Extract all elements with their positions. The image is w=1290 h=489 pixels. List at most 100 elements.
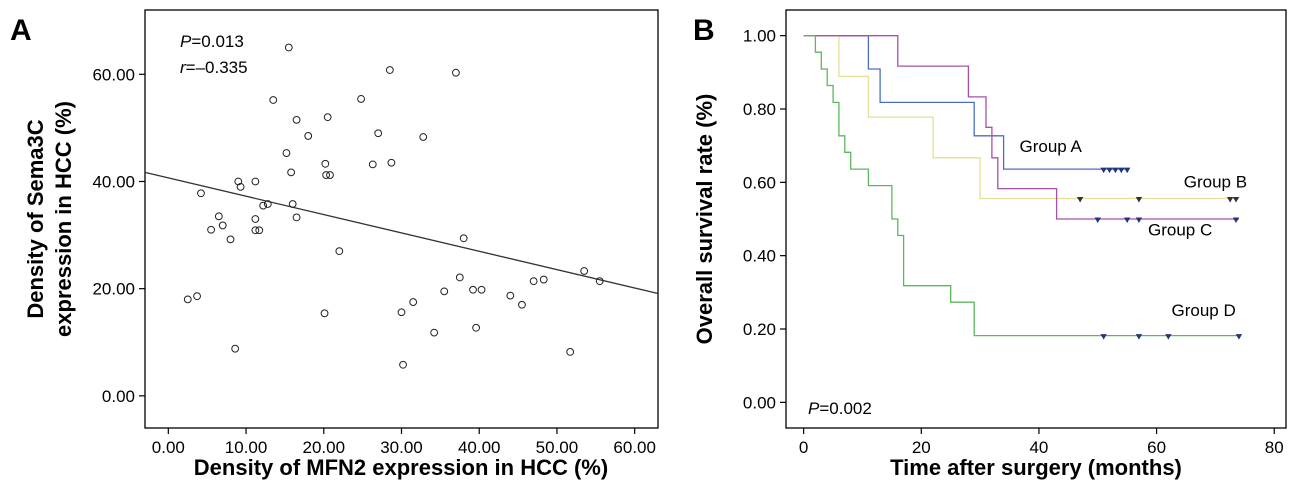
b-survival-curve bbox=[803, 35, 1128, 170]
a-data-point bbox=[335, 247, 344, 256]
a-data-point bbox=[234, 177, 243, 186]
a-data-point bbox=[455, 273, 464, 282]
b-censor-mark bbox=[1106, 167, 1113, 174]
panel-b-x-axis-title: Time after surgery (months) bbox=[890, 455, 1182, 480]
a-data-point bbox=[292, 115, 301, 124]
a-data-point bbox=[529, 277, 538, 286]
b-censor-mark bbox=[1226, 196, 1234, 203]
a-y-tick-label: 0.00 bbox=[102, 387, 135, 406]
panel-a-y-axis-title-line1: Density of Sema3C bbox=[23, 119, 48, 318]
a-data-point bbox=[397, 308, 406, 317]
a-data-point bbox=[387, 158, 396, 167]
a-data-point bbox=[409, 298, 418, 306]
b-group-label: Group B bbox=[1184, 172, 1247, 191]
a-data-point bbox=[320, 309, 329, 318]
a-data-point bbox=[518, 300, 526, 309]
a-data-point bbox=[323, 113, 332, 122]
a-data-point bbox=[321, 159, 330, 168]
a-data-point bbox=[251, 215, 260, 223]
b-censor-mark bbox=[1094, 217, 1101, 223]
b-censor-mark bbox=[1165, 334, 1172, 340]
a-data-point bbox=[218, 221, 227, 230]
a-data-point bbox=[399, 360, 407, 369]
a-data-point bbox=[231, 344, 240, 353]
a-x-tick-label: 60.00 bbox=[613, 438, 656, 457]
panel-a-y-axis-title-line2: expression in HCC (%) bbox=[51, 101, 76, 337]
b-y-tick-label: 1.00 bbox=[743, 27, 776, 46]
b-censor-mark bbox=[1123, 217, 1131, 223]
b-censor-mark bbox=[1123, 167, 1131, 174]
a-data-point bbox=[326, 171, 334, 179]
a-data-point bbox=[580, 267, 589, 275]
b-x-tick-label: 80 bbox=[1265, 438, 1284, 457]
a-data-point bbox=[288, 200, 297, 208]
b-x-tick-label: 0 bbox=[799, 438, 808, 457]
a-data-point bbox=[595, 277, 604, 286]
panel-b-y-axis-title: Overall survival rate (%) bbox=[692, 94, 717, 345]
a-data-point bbox=[322, 171, 331, 179]
a-data-point bbox=[193, 292, 201, 301]
a-data-point bbox=[357, 95, 365, 103]
b-censor-mark bbox=[1135, 217, 1143, 223]
a-y-tick-label: 20.00 bbox=[92, 280, 135, 299]
a-x-tick-label: 20.00 bbox=[302, 438, 345, 457]
b-censor-mark bbox=[1135, 334, 1143, 340]
a-data-point bbox=[197, 189, 205, 198]
b-x-tick-label: 40 bbox=[1029, 438, 1048, 457]
a-data-point bbox=[255, 226, 264, 235]
b-survival-curve bbox=[803, 35, 1239, 220]
b-censor-mark bbox=[1118, 167, 1125, 174]
panel-a-x-axis-title: Density of MFN2 expression in HCC (%) bbox=[194, 455, 608, 480]
a-data-point bbox=[452, 68, 460, 77]
b-censor-mark bbox=[1076, 196, 1084, 203]
panel-b-survival: B 0 20 40 60 80 0.00 0.20 0.40 0.60 0.80 1.00 Group… bbox=[692, 9, 1287, 480]
panel-b-label: B bbox=[693, 14, 715, 47]
a-data-point bbox=[236, 182, 245, 191]
a-data-point bbox=[385, 66, 394, 74]
b-survival-curve bbox=[803, 35, 1239, 337]
a-data-point bbox=[469, 285, 477, 294]
a-data-point bbox=[472, 323, 481, 332]
a-data-point bbox=[477, 285, 486, 294]
a-data-point bbox=[304, 132, 313, 140]
a-data-point bbox=[287, 168, 296, 177]
a-data-point bbox=[251, 177, 260, 186]
b-x-tick-label: 60 bbox=[1147, 438, 1166, 457]
a-data-point bbox=[263, 200, 272, 208]
b-p-value-annotation: P=0.002 bbox=[808, 399, 872, 418]
panel-b-plot-frame bbox=[785, 9, 1287, 429]
a-x-tick-label: 10.00 bbox=[225, 438, 268, 457]
a-stat-annotation: P=0.013 bbox=[180, 32, 244, 51]
b-y-tick-label: 0.40 bbox=[743, 247, 776, 266]
a-data-point bbox=[226, 235, 235, 244]
b-censor-mark bbox=[1135, 196, 1143, 203]
a-data-point bbox=[506, 291, 515, 300]
a-data-point bbox=[251, 226, 260, 235]
b-censor-mark bbox=[1100, 334, 1107, 340]
a-data-point bbox=[440, 287, 449, 296]
b-survival-curve bbox=[803, 35, 1239, 200]
a-data-point bbox=[419, 133, 428, 141]
a-x-tick-label: 30.00 bbox=[380, 438, 423, 457]
a-data-point bbox=[292, 213, 301, 222]
b-y-tick-label: 0.00 bbox=[743, 393, 776, 412]
b-group-label: Group C bbox=[1148, 221, 1212, 240]
a-data-point bbox=[207, 225, 215, 234]
b-censor-mark bbox=[1112, 167, 1119, 174]
a-data-point bbox=[284, 43, 293, 52]
a-x-tick-label: 40.00 bbox=[458, 438, 501, 457]
a-data-point bbox=[214, 212, 223, 221]
a-data-point bbox=[183, 295, 192, 304]
a-data-point bbox=[539, 275, 548, 284]
a-data-point bbox=[368, 160, 377, 169]
b-censor-mark bbox=[1100, 167, 1107, 174]
b-censor-mark bbox=[1232, 196, 1240, 203]
b-censor-mark bbox=[1235, 334, 1243, 340]
a-x-tick-label: 50.00 bbox=[536, 438, 579, 457]
b-censor-mark bbox=[1232, 217, 1240, 223]
b-y-tick-label: 0.20 bbox=[743, 320, 776, 339]
a-stat-annotation: r=–0.335 bbox=[180, 58, 248, 77]
b-y-tick-label: 0.80 bbox=[743, 100, 776, 119]
a-data-point bbox=[269, 96, 278, 104]
